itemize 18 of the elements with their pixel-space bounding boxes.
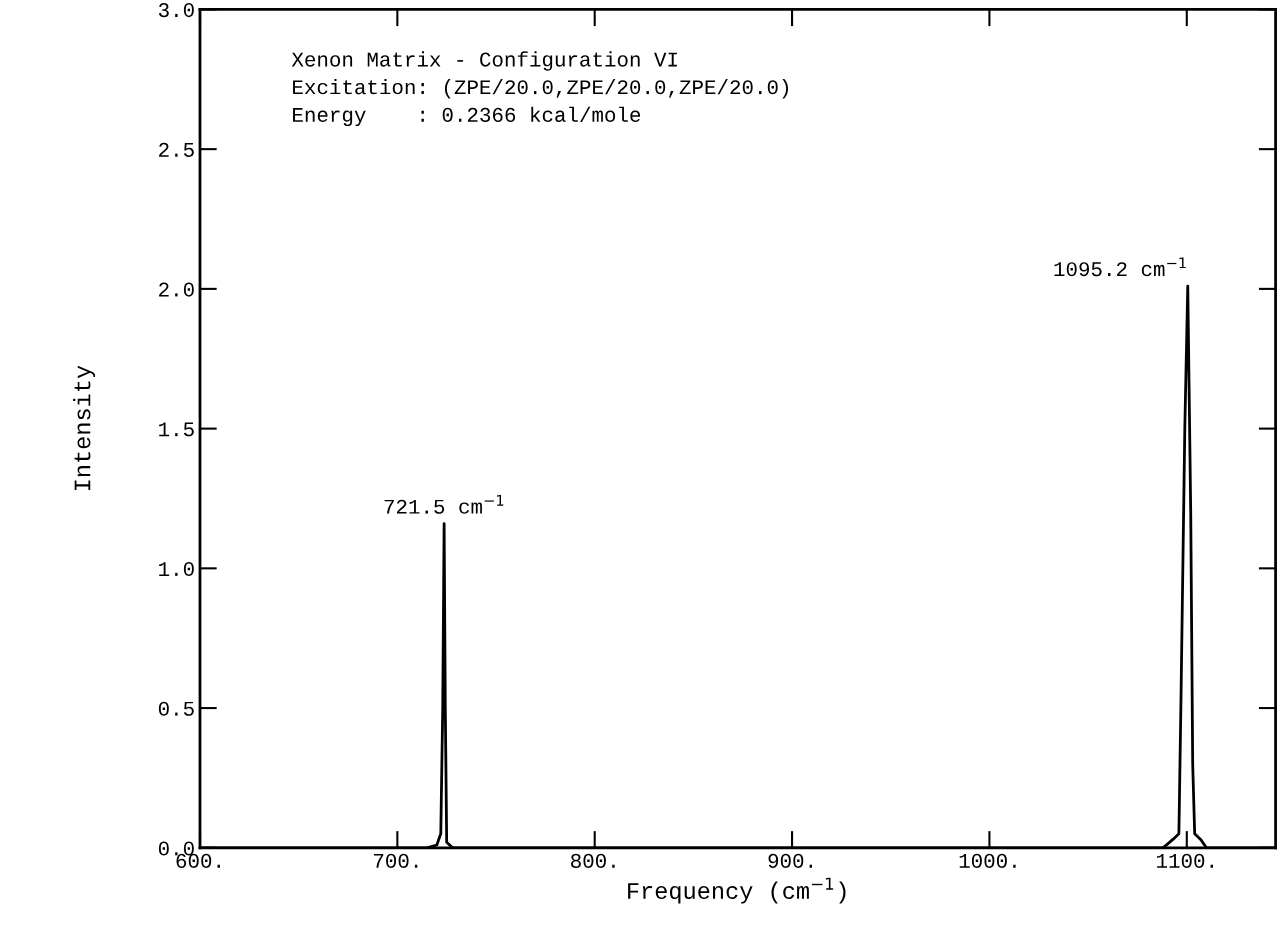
y-tick-label: 0.5 bbox=[158, 701, 194, 716]
x-axis-title: Frequency (cm$^{−1}$) bbox=[628, 877, 846, 904]
y-tick-label: 1.0 bbox=[159, 561, 194, 577]
x-tick-label: 1000. bbox=[959, 853, 1016, 868]
y-axis-title: Intensity bbox=[73, 365, 96, 491]
annotation: 1095.2 cm$^{−1}$ bbox=[1054, 257, 1186, 277]
annotation: Energy : 0.2366 kcal/mole bbox=[293, 106, 641, 127]
x-tick-label: 800. bbox=[571, 853, 615, 868]
x-tick-label: 1100. bbox=[1157, 853, 1213, 868]
x-tick-label: 900. bbox=[768, 853, 812, 868]
annotation: 721.5 cm$^{−1}$ bbox=[384, 495, 504, 514]
annotation: Excitation: (ZPE/20.0,ZPE/20.0,ZPE/20.0) bbox=[293, 79, 788, 99]
annotation: Xenon Matrix - Configuration VI bbox=[291, 51, 677, 71]
x-tick-label: 700. bbox=[373, 853, 418, 868]
y-tick-label: 1.5 bbox=[159, 422, 194, 437]
y-tick-label: 2.0 bbox=[159, 282, 194, 297]
y-tick-label: 3.0 bbox=[158, 3, 194, 18]
y-tick-label: 2.5 bbox=[159, 142, 194, 157]
